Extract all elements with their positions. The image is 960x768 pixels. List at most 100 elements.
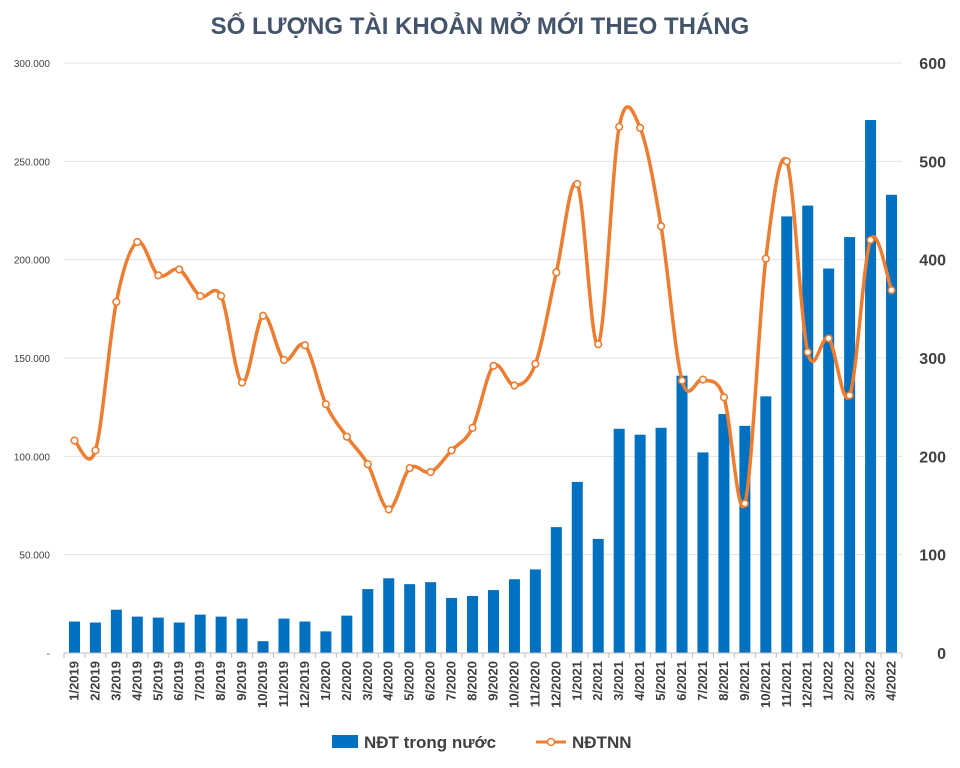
- bar-6/2019: [173, 622, 185, 653]
- line-point-9/2019: [237, 378, 247, 387]
- x-tick-label: 8/2021: [716, 661, 731, 701]
- bar-2/2022: [844, 237, 856, 654]
- x-tick-label: 5/2020: [402, 661, 417, 701]
- x-tick-label: 2/2022: [842, 661, 857, 701]
- bar-3/2021: [613, 428, 625, 653]
- line-point-2/2019: [91, 446, 100, 455]
- bar-11/2020: [529, 569, 541, 653]
- x-tick-label: 10/2019: [255, 661, 270, 708]
- x-tick-label: 4/2020: [381, 661, 396, 701]
- legend: NĐT trong nước NĐTNN: [332, 733, 632, 752]
- line-series-foreign-investors: [70, 105, 896, 514]
- line-point-8/2020: [468, 423, 477, 432]
- line-point-7/2020: [447, 446, 456, 455]
- x-tick-label: 7/2021: [695, 661, 710, 701]
- bar-8/2021: [718, 414, 730, 653]
- bar-1/2019: [68, 621, 80, 653]
- bar-1/2020: [320, 631, 332, 653]
- bar-9/2021: [739, 425, 751, 653]
- x-tick-label: 7/2019: [192, 661, 207, 701]
- x-tick-label: 7/2020: [444, 661, 459, 701]
- x-tick-label: 11/2019: [276, 661, 291, 707]
- x-tick-label: 8/2020: [465, 661, 480, 701]
- x-tick-label: 9/2019: [234, 661, 249, 701]
- line-point-2/2022: [845, 391, 854, 400]
- x-tick-label: 5/2019: [150, 661, 165, 701]
- x-tick-label: 6/2019: [171, 661, 186, 701]
- line-point-12/2019: [300, 341, 310, 350]
- bar-3/2020: [362, 589, 374, 653]
- legend-swatch-domestic: [332, 735, 358, 748]
- x-tick-label: 1/2019: [66, 661, 81, 701]
- line-point-10/2020: [510, 381, 519, 390]
- x-tick-label: 12/2021: [800, 661, 815, 708]
- bar-9/2019: [236, 618, 248, 653]
- x-tick-label: 9/2021: [737, 661, 752, 701]
- x-tick-label: 3/2020: [360, 661, 375, 701]
- bar-5/2019: [152, 617, 164, 653]
- bar-8/2019: [215, 616, 227, 653]
- bar-4/2020: [383, 578, 395, 653]
- bar-9/2020: [487, 590, 499, 653]
- line-point-10/2021: [761, 254, 770, 263]
- bar-2/2020: [341, 615, 353, 653]
- y-left-tick-label: -: [47, 649, 50, 660]
- chart-title: SỐ LƯỢNG TÀI KHOẢN MỞ MỚI THEO THÁNG: [211, 11, 750, 40]
- line-point-6/2021: [677, 376, 687, 385]
- line-point-8/2021: [719, 393, 729, 402]
- y-left-tick-label: 200.000: [14, 256, 51, 267]
- line-point-5/2021: [656, 222, 666, 231]
- bar-6/2020: [425, 582, 437, 653]
- bar-1/2022: [823, 268, 835, 653]
- bar-3/2022: [865, 120, 877, 654]
- bar-7/2020: [446, 597, 458, 653]
- y-right-tick-label: 500: [919, 154, 946, 171]
- line-point-10/2019: [258, 311, 268, 320]
- line-point-4/2020: [384, 505, 393, 514]
- line-point-2/2021: [594, 340, 603, 349]
- x-tick-label: 4/2021: [632, 661, 647, 701]
- line-point-9/2021: [740, 499, 749, 508]
- line-point-1/2020: [321, 400, 330, 409]
- y-right-tick-label: 600: [919, 56, 946, 73]
- x-tick-label: 2/2021: [590, 661, 605, 701]
- bar-5/2021: [655, 427, 667, 653]
- bar-10/2020: [508, 579, 520, 653]
- gridlines: [64, 62, 902, 556]
- bar-2/2019: [89, 622, 101, 653]
- x-tick-label: 2/2019: [87, 661, 102, 701]
- line-point-7/2021: [698, 375, 708, 384]
- bar-3/2019: [110, 609, 122, 653]
- line-point-4/2022: [887, 286, 896, 295]
- bar-12/2020: [550, 527, 562, 653]
- y-left-tick-label: 150.000: [14, 354, 51, 365]
- bar-2/2021: [592, 538, 604, 653]
- legend-label-foreign: NĐTNN: [572, 733, 632, 752]
- bar-10/2019: [257, 641, 269, 653]
- y-left-tick-label: 250.000: [14, 157, 51, 168]
- x-tick-label: 3/2022: [863, 661, 878, 701]
- line-point-3/2019: [112, 297, 121, 307]
- line-point-8/2019: [217, 291, 226, 301]
- x-tick-label: 1/2022: [821, 661, 836, 701]
- line-point-4/2021: [636, 123, 645, 132]
- bar-5/2020: [404, 584, 416, 653]
- y-right-tick-label: 300: [919, 351, 946, 368]
- legend-label-domestic: NĐT trong nước: [364, 733, 496, 752]
- x-tick-label: 3/2019: [108, 661, 123, 701]
- bar-7/2019: [194, 614, 206, 653]
- x-tick-label: 6/2020: [423, 661, 438, 701]
- bar-12/2019: [299, 621, 311, 653]
- y-left-tick-label: 50.000: [19, 551, 50, 562]
- y-left-tick-label: 100.000: [14, 452, 51, 463]
- bar-12/2021: [802, 205, 814, 654]
- line-point-5/2019: [154, 271, 163, 280]
- x-tick-label: 1/2021: [569, 661, 584, 701]
- bar-4/2021: [634, 434, 646, 653]
- x-axis: 1/2019 2/2019 3/2019 4/2019 5/2019 6/2019 7/20…: [63, 652, 903, 708]
- x-tick-label: 11/2020: [527, 661, 542, 707]
- bar-11/2021: [781, 216, 793, 653]
- line-point-11/2019: [279, 355, 289, 365]
- x-tick-label: 11/2021: [779, 661, 794, 707]
